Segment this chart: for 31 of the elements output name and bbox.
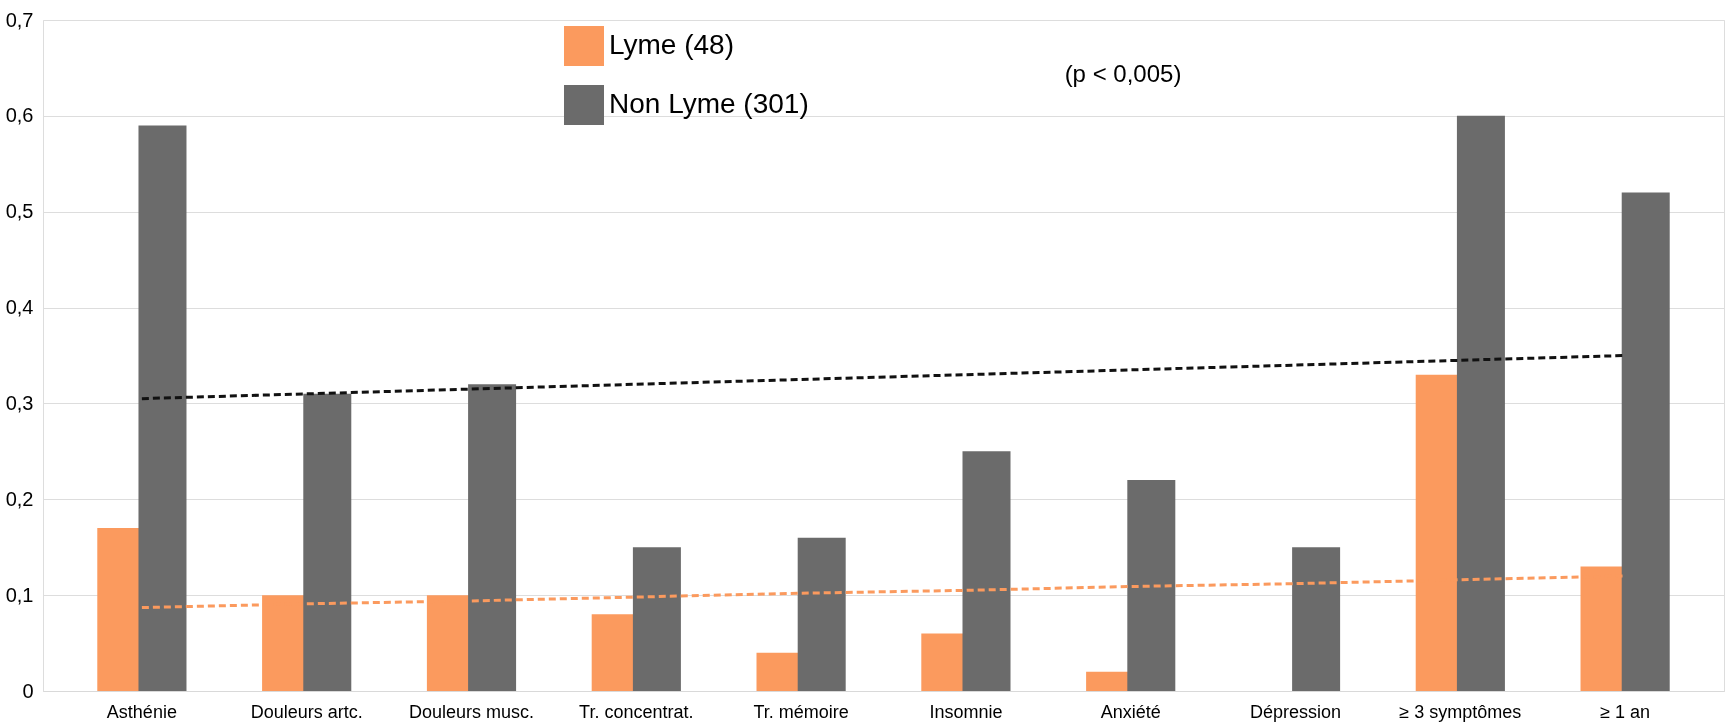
y-tick-label: 0,7	[5, 8, 34, 31]
x-tick-label: Tr. concentrat.	[579, 701, 694, 722]
legend-label: Lyme (48)	[609, 29, 735, 60]
bar	[962, 451, 1011, 691]
x-tick-label: Douleurs musc.	[408, 701, 535, 722]
x-tick-label: ≥ 1 an	[1600, 701, 1651, 722]
x-tick-label: Dépression	[1249, 701, 1342, 722]
x-tick-label: Asthénie	[106, 701, 177, 722]
y-tick-label: 0,1	[5, 583, 34, 606]
bar	[797, 537, 846, 691]
bar	[468, 384, 517, 691]
x-tick-label: Tr. mémoire	[753, 701, 849, 722]
y-tick-label: 0,3	[5, 391, 34, 414]
legend-label: Non Lyme (301)	[609, 88, 809, 119]
bar	[1456, 115, 1505, 691]
bar	[138, 125, 187, 691]
bar	[1621, 192, 1670, 691]
bar	[1127, 480, 1176, 691]
y-tick-label: 0,4	[5, 296, 34, 319]
bar	[303, 393, 352, 691]
x-tick-label: ≥ 3 symptômes	[1399, 701, 1522, 722]
y-tick-label: 0,5	[5, 200, 34, 223]
y-tick-label: 0,6	[5, 104, 34, 127]
x-tick-label: Douleurs artc.	[250, 701, 363, 722]
x-tick-label: Insomnie	[929, 701, 1003, 722]
y-tick-label: 0	[22, 679, 34, 702]
bar	[632, 547, 681, 691]
y-tick-label: 0,2	[5, 487, 34, 510]
bar	[1292, 547, 1341, 691]
annotation: (p < 0,005)	[1064, 60, 1182, 87]
x-tick-label: Anxiété	[1100, 701, 1161, 722]
